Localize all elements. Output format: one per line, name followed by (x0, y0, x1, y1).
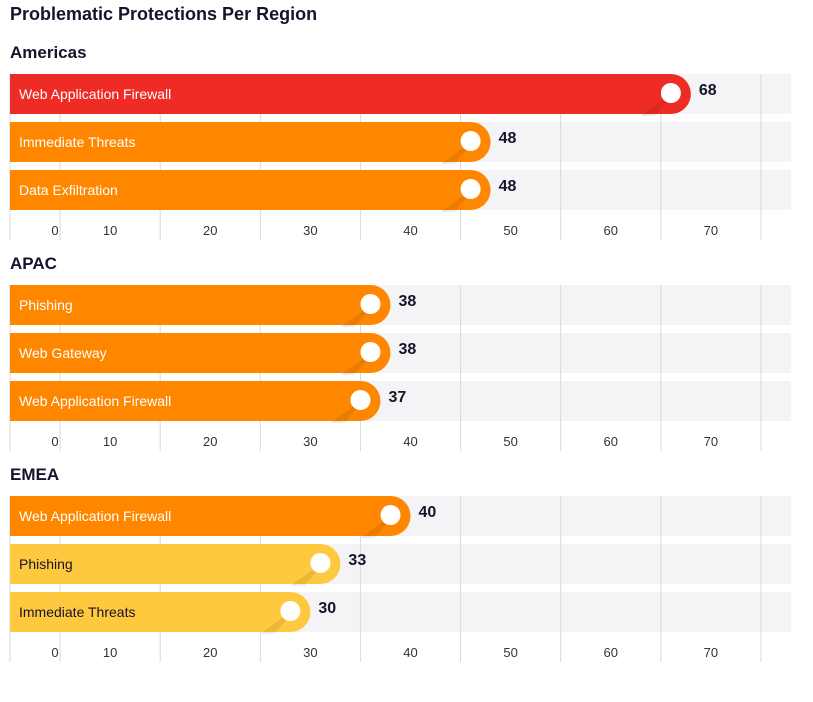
bar[interactable] (10, 381, 381, 421)
bar-knob (660, 83, 681, 103)
bar[interactable] (10, 74, 691, 114)
bar-category-label: Web Application Firewall (19, 393, 171, 409)
x-tick-label: 60 (604, 434, 618, 449)
bar-value-label: 68 (699, 82, 717, 99)
bar-knob (280, 601, 301, 621)
x-tick-label: 40 (403, 434, 417, 449)
bar-value-label: 48 (499, 178, 517, 195)
x-tick-label: 50 (503, 223, 517, 238)
bar-knob (310, 553, 331, 573)
x-tick-label: 20 (203, 645, 217, 660)
x-tick-label: 30 (303, 645, 317, 660)
x-tick-label: 70 (704, 434, 718, 449)
bar-category-label: Web Application Firewall (19, 508, 171, 524)
x-tick-label: 70 (704, 645, 718, 660)
bar-knob (360, 294, 381, 314)
x-tick-label: 30 (303, 223, 317, 238)
bar-category-label: Immediate Threats (19, 604, 135, 620)
x-tick-label: 60 (604, 645, 618, 660)
x-tick-label: 40 (403, 223, 417, 238)
x-tick-label: 0 (51, 645, 58, 660)
x-tick-label: 50 (503, 645, 517, 660)
bar-knob (460, 131, 481, 151)
bar[interactable] (10, 285, 391, 325)
bar[interactable] (10, 333, 391, 373)
x-tick-label: 0 (51, 434, 58, 449)
region-title-apac: APAC (10, 254, 57, 273)
region-title-emea: EMEA (10, 465, 59, 484)
bar-category-label: Web Gateway (19, 345, 107, 361)
bar-knob (380, 505, 401, 525)
bar-category-label: Phishing (19, 556, 73, 572)
bar-value-label: 40 (419, 504, 437, 521)
bar-knob (460, 179, 481, 199)
x-tick-label: 0 (51, 223, 58, 238)
x-tick-label: 10 (103, 223, 117, 238)
bar[interactable] (10, 544, 341, 584)
bar[interactable] (10, 122, 491, 162)
chart-title: Problematic Protections Per Region (10, 4, 317, 24)
bar-category-label: Data Exfiltration (19, 182, 118, 198)
x-tick-label: 60 (604, 223, 618, 238)
x-tick-label: 10 (103, 434, 117, 449)
bar-value-label: 38 (398, 341, 416, 358)
bar[interactable] (10, 592, 311, 632)
bar-value-label: 33 (348, 552, 366, 569)
bar-value-label: 30 (318, 600, 336, 617)
bar-value-label: 38 (398, 293, 416, 310)
x-tick-label: 30 (303, 434, 317, 449)
x-tick-label: 70 (704, 223, 718, 238)
bar[interactable] (10, 170, 491, 210)
x-tick-label: 20 (203, 434, 217, 449)
bar-knob (350, 390, 371, 410)
bar-value-label: 48 (499, 130, 517, 147)
bar-knob (360, 342, 381, 362)
region-title-americas: Americas (10, 43, 87, 62)
x-tick-label: 40 (403, 645, 417, 660)
bar-value-label: 37 (388, 389, 406, 406)
x-tick-label: 50 (503, 434, 517, 449)
bar-category-label: Phishing (19, 297, 73, 313)
x-tick-label: 20 (203, 223, 217, 238)
bar[interactable] (10, 496, 411, 536)
x-tick-label: 10 (103, 645, 117, 660)
bar-category-label: Web Application Firewall (19, 86, 171, 102)
bar-category-label: Immediate Threats (19, 134, 135, 150)
